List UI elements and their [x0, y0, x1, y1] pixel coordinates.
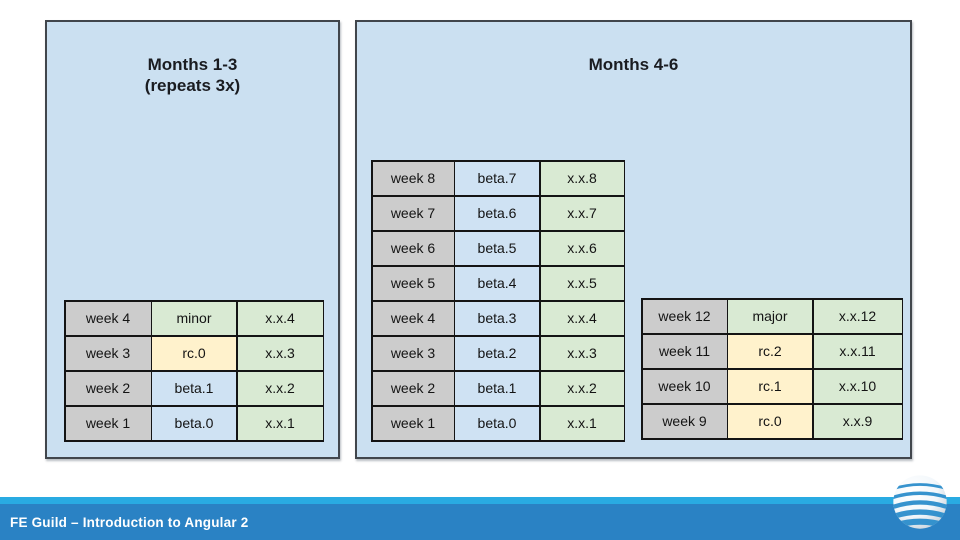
footer-title: FE Guild – Introduction to Angular 2 [10, 514, 249, 530]
table-cell: minor [152, 301, 236, 335]
table-cell: week 12 [642, 299, 727, 333]
panel-title-line1: Months 4-6 [588, 55, 679, 74]
table-cell: beta.3 [455, 301, 539, 335]
table-cell: beta.0 [455, 406, 539, 440]
table-cell: x.x.1 [540, 406, 624, 440]
table-cell: x.x.2 [237, 371, 323, 405]
table-cell: week 4 [372, 301, 454, 335]
footer-bar: FE Guild – Introduction to Angular 2 [0, 504, 960, 540]
table-cell: x.x.4 [237, 301, 323, 335]
table-cell: beta.5 [455, 231, 539, 265]
table-cell: week 1 [65, 406, 151, 440]
panel-title: Months 4-6 [357, 54, 910, 75]
table-cell: x.x.9 [813, 404, 902, 438]
table-cell: rc.2 [728, 334, 812, 368]
table-cell: week 11 [642, 334, 727, 368]
release-table-months-4-6-weeks-9-12: week 12 major x.x.12 week 11 rc.2 x.x.11 week … [641, 298, 903, 440]
release-table-months-1-3: week 4 minor x.x.4 week 3 rc.0 x.x.3 week 2 bet… [64, 300, 324, 442]
table-cell: x.x.1 [237, 406, 323, 440]
panel-title-line1: Months 1-3 [147, 55, 238, 74]
table-cell: rc.1 [728, 369, 812, 403]
table-cell: x.x.3 [237, 336, 323, 370]
table-cell: rc.0 [728, 404, 812, 438]
table-cell: week 2 [65, 371, 151, 405]
table-cell: beta.7 [455, 161, 539, 195]
table-cell: x.x.7 [540, 196, 624, 230]
table-cell: week 8 [372, 161, 454, 195]
table-cell: beta.1 [152, 371, 236, 405]
panel-title-line2: (repeats 3x) [144, 76, 241, 95]
table-cell: week 6 [372, 231, 454, 265]
table-cell: week 7 [372, 196, 454, 230]
att-globe-icon [893, 475, 947, 529]
release-table-months-4-6-weeks-1-8: week 8 beta.7 x.x.8 week 7 beta.6 x.x.7 week 6… [371, 160, 625, 442]
table-cell: x.x.11 [813, 334, 902, 368]
table-cell: week 3 [372, 336, 454, 370]
table-cell: major [728, 299, 812, 333]
table-cell: week 9 [642, 404, 727, 438]
table-cell: week 10 [642, 369, 727, 403]
table-cell: beta.0 [152, 406, 236, 440]
table-cell: week 1 [372, 406, 454, 440]
table-cell: beta.1 [455, 371, 539, 405]
table-cell: rc.0 [152, 336, 236, 370]
table-cell: x.x.12 [813, 299, 902, 333]
table-cell: week 4 [65, 301, 151, 335]
table-cell: beta.6 [455, 196, 539, 230]
table-cell: x.x.3 [540, 336, 624, 370]
table-cell: beta.2 [455, 336, 539, 370]
footer-accent-stripe [0, 497, 960, 504]
table-cell: x.x.4 [540, 301, 624, 335]
table-cell: week 3 [65, 336, 151, 370]
table-cell: week 2 [372, 371, 454, 405]
table-cell: beta.4 [455, 266, 539, 300]
table-cell: x.x.8 [540, 161, 624, 195]
panel-title: Months 1-3 (repeats 3x) [47, 54, 338, 96]
table-cell: x.x.5 [540, 266, 624, 300]
table-cell: x.x.2 [540, 371, 624, 405]
table-cell: x.x.6 [540, 231, 624, 265]
table-cell: week 5 [372, 266, 454, 300]
table-cell: x.x.10 [813, 369, 902, 403]
